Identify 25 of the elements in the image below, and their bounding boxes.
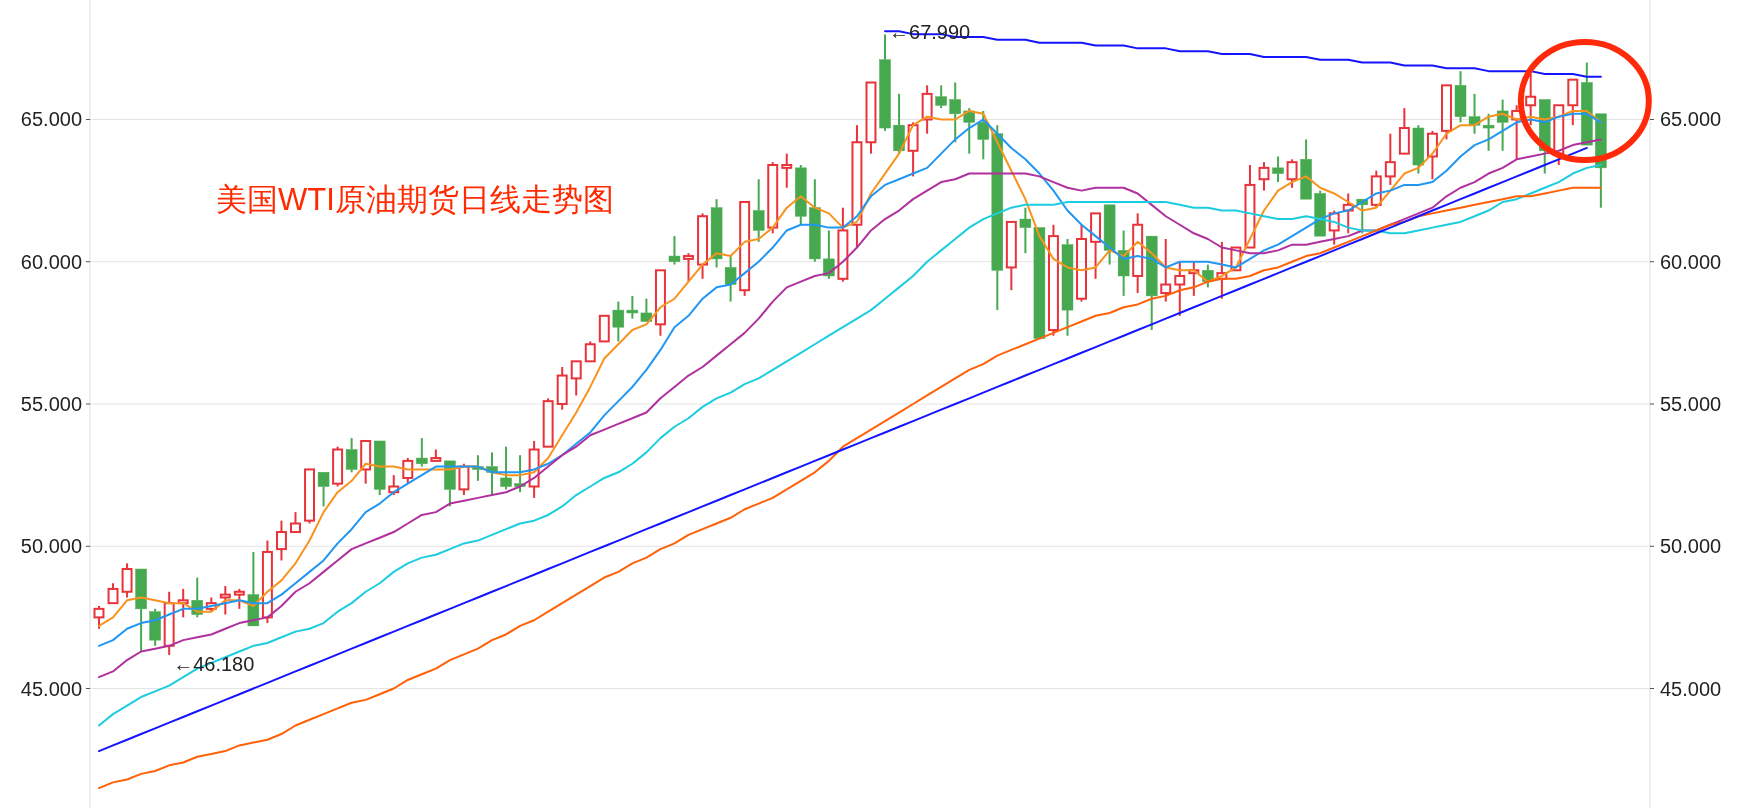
candlestick [1132, 212, 1144, 295]
candlestick [1061, 237, 1074, 337]
candlestick [1525, 72, 1537, 127]
y2-tick-label: 45.000 [1660, 677, 1722, 700]
y-tick-label: 60.000 [20, 250, 82, 273]
candlestick [416, 437, 428, 468]
y2-tick-label: 50.000 [1660, 535, 1722, 558]
candlestick [626, 294, 639, 320]
candlestick [1216, 240, 1228, 300]
y-tick-label: 65.000 [20, 108, 82, 131]
y-tick-label: 45.000 [20, 677, 82, 700]
y2-tick-label: 65.000 [1660, 108, 1722, 131]
candlestick [949, 81, 961, 144]
candlestick [921, 84, 933, 135]
candlestick [556, 366, 568, 411]
text: 美国WTI原油期货日线走势图 [216, 182, 614, 217]
candlestick [668, 235, 681, 266]
candlestick [1258, 161, 1270, 192]
candlestick [851, 124, 863, 249]
y2-tick-label: 60.000 [1660, 250, 1722, 273]
y-tick-label: 55.000 [20, 393, 82, 415]
candlestick [1272, 155, 1284, 184]
candlestick [1384, 132, 1396, 186]
y-tick-label: 50.000 [20, 535, 82, 558]
y2-tick-label: 55.000 [1660, 393, 1722, 415]
